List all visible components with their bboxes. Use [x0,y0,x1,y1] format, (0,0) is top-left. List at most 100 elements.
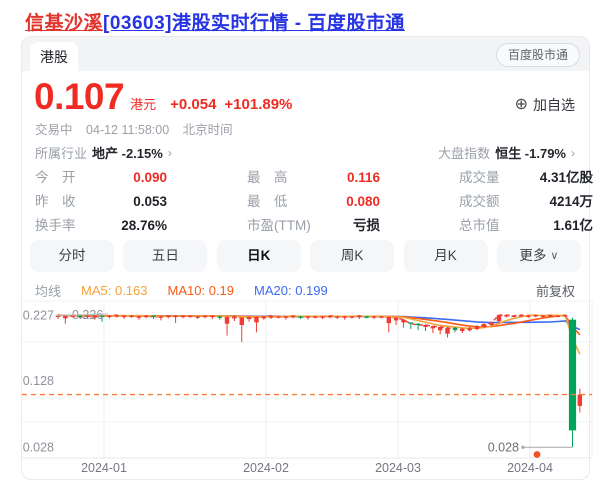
event-marker-dot [533,451,541,458]
stat-market-cap: 总市值 1.61亿 [459,218,593,233]
y-axis-tick: 0.128 [23,374,54,388]
candle-body [504,315,509,317]
candle-body [313,316,318,318]
add-watchlist-button[interactable]: ⊕ 加自选 [515,95,575,115]
period-tabs: 分时 五日 日K 周K 月K 更多 ∨ [30,240,581,272]
tab-monthly-k[interactable]: 月K [403,240,488,272]
candle-body [136,316,142,318]
candle-body [327,315,333,318]
ma-legend-label: 均线 [35,284,62,299]
candle-body [430,326,435,329]
candle-body [283,316,289,318]
trading-status: 交易中 [35,123,73,137]
candle-body [408,322,413,324]
ma-line-ma10 [57,314,581,336]
candle-body [393,317,399,321]
candle-body [291,315,296,318]
tab-more[interactable]: 更多 ∨ [496,240,581,272]
candle-body [364,316,369,318]
tab-weekly-k[interactable]: 周K [310,240,395,272]
candle-body [114,315,119,317]
industry-label: 所属行业 [35,146,88,161]
candle-body [210,315,215,318]
candle-body [85,315,90,318]
candle-body [555,315,560,318]
candle-body [386,317,391,324]
stat-prev-close: 昨 收 0.053 [35,194,167,209]
candle-body [320,316,325,318]
chevron-right-icon: › [167,145,172,160]
price-block: 0.107 港元 +0.054 +101.89% [34,77,292,117]
candle-body [107,315,112,318]
candle-body [180,315,186,318]
candle-body [335,316,340,318]
candle-body [562,315,568,317]
price-change: +0.054 [170,96,217,113]
stat-turnover-rate: 换手率 28.76% [35,218,167,233]
candle-body [438,327,443,331]
candle-body [415,323,421,326]
current-price: 0.107 [34,76,125,117]
candle-body [99,315,105,318]
candle-body [70,315,75,318]
industry-link[interactable]: 所属行业 地产 -2.15% › [35,143,172,162]
adjust-mode-selector[interactable]: 前复权 [535,284,575,299]
candle-body [254,317,259,323]
candle-body [548,315,553,317]
candle-body [423,325,428,327]
candle-body [526,315,531,318]
candle-body [239,317,244,325]
currency-label: 港元 [130,97,157,112]
market-tab-strip: 港股 百度股市通 [22,37,589,71]
candle-body [496,315,502,322]
tab-minute[interactable]: 分时 [30,240,114,272]
chevron-right-icon: › [571,145,575,160]
stat-volume: 成交量 4.31亿股 [459,170,593,185]
candle-body [349,316,355,318]
candle-body [188,315,193,318]
timezone-label: 北京时间 [182,123,233,137]
industry-value: 地产 -2.15% [92,146,163,161]
x-axis-tick: 2024-04 [507,461,553,475]
tab-hk-market[interactable]: 港股 [30,42,78,71]
candle-body [268,315,274,318]
candle-body [166,315,171,318]
brand-badge[interactable]: 百度股市通 [495,43,580,67]
k-line-chart-canvas[interactable]: 0.227 0.128 0.028 2024-01 2024-02 2024-03 2024… [0,295,600,488]
quote-datetime: 04-12 11:58:00 [86,123,170,137]
candle-body [158,316,164,318]
period-low-annotation: 0.028 [488,441,519,455]
candle-body [173,315,178,318]
candle-body [151,315,156,318]
candle-body [371,316,377,318]
candle-body [342,316,347,318]
tab-daily-k[interactable]: 日K [216,240,301,272]
tab-five-day[interactable]: 五日 [123,240,208,272]
stat-high: 最 高 0.116 [247,170,380,185]
candle-body [401,319,406,323]
annotation-leader-line [55,313,109,317]
stock-name-link[interactable]: 信基沙溪 [25,13,104,34]
candle-body [518,315,524,317]
y-axis-tick: 0.227 [23,309,54,323]
ma5-legend: MA5: 0.163 [81,283,148,298]
candle-body [55,315,61,318]
candle-body [445,327,450,334]
candle-body [224,317,230,324]
price-change-percent: +101.89% [224,96,293,113]
market-index-link[interactable]: 大盘指数 恒生 -1.79% › [438,143,575,162]
stats-row: 今 开 0.090 最 高 0.116 成交量 4.31亿股 [22,168,593,188]
candle-body [232,316,237,319]
quote-title-link[interactable]: [03603]港股实时行情 - 百度股市通 [103,13,405,34]
candle-body [121,315,127,318]
candle-body [92,315,97,318]
k-line-chart[interactable]: 0.227 0.128 0.028 2024-01 2024-02 2024-03 2024… [0,295,600,488]
candle-body [482,324,487,327]
chevron-down-icon: ∨ [550,250,559,262]
candle-body [63,315,68,319]
page-title[interactable]: 信基沙溪[03603]港股实时行情 - 百度股市通 [25,8,405,35]
quote-card: 港股 百度股市通 0.107 港元 +0.054 +101.89% ⊕ 加自选 … [21,36,593,480]
index-label: 大盘指数 [438,146,491,161]
candle-body [540,315,546,318]
